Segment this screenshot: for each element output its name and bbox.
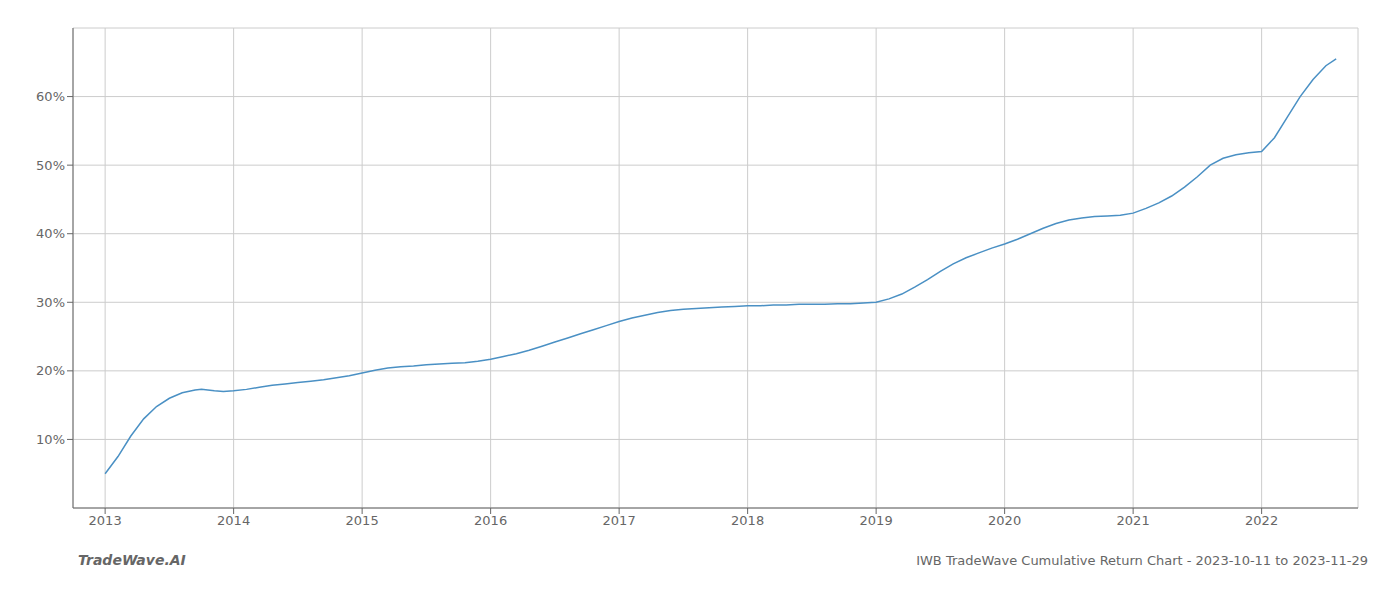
svg-text:50%: 50% xyxy=(36,158,65,173)
svg-text:2013: 2013 xyxy=(89,513,122,528)
svg-text:2014: 2014 xyxy=(217,513,250,528)
html-text:TradeWave.AI: TradeWave.AI xyxy=(78,552,186,568)
svg-text:30%: 30% xyxy=(36,295,65,310)
svg-text:2016: 2016 xyxy=(474,513,507,528)
svg-text:2020: 2020 xyxy=(988,513,1021,528)
svg-text:2022: 2022 xyxy=(1245,513,1278,528)
svg-text:60%: 60% xyxy=(36,89,65,104)
svg-text:40%: 40% xyxy=(36,226,65,241)
svg-text:2015: 2015 xyxy=(346,513,379,528)
svg-text:2019: 2019 xyxy=(860,513,893,528)
svg-text:2017: 2017 xyxy=(603,513,636,528)
svg-text:10%: 10% xyxy=(36,432,65,447)
html-text:IWB TradeWave Cumulative Retur: IWB TradeWave Cumulative Return Chart - … xyxy=(916,553,1368,568)
svg-text:2018: 2018 xyxy=(731,513,764,528)
svg-text:2021: 2021 xyxy=(1117,513,1150,528)
svg-text:20%: 20% xyxy=(36,363,65,378)
